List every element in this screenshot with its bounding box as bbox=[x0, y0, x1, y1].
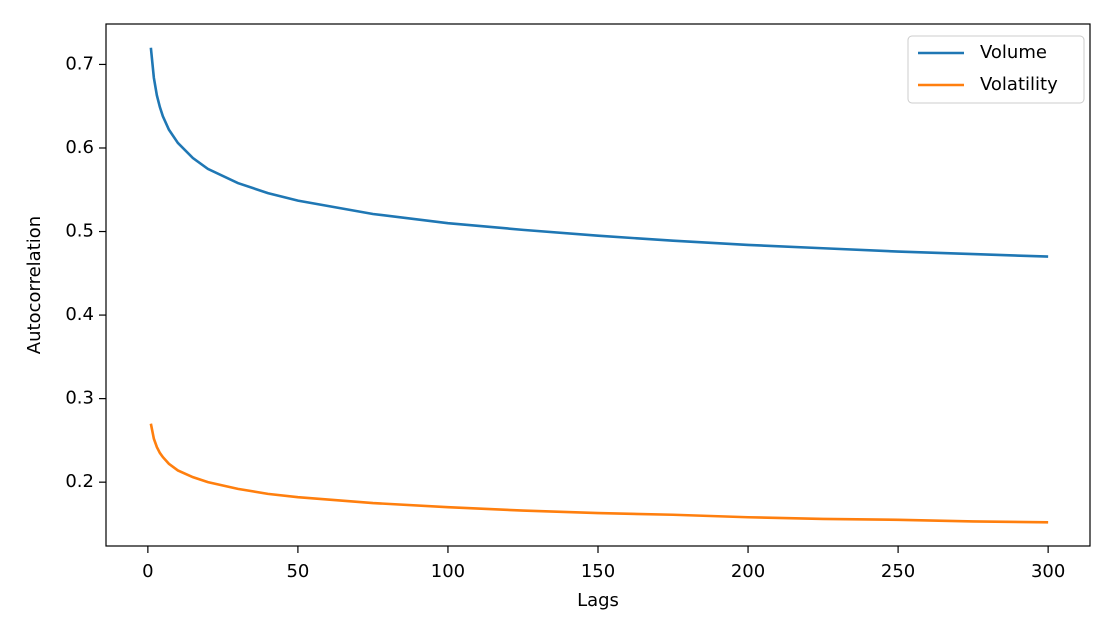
x-tick-label: 150 bbox=[581, 561, 615, 582]
x-tick-label: 50 bbox=[286, 561, 309, 582]
y-tick-label: 0.6 bbox=[65, 137, 94, 158]
y-axis-label: Autocorrelation bbox=[24, 216, 45, 354]
x-tick-label: 100 bbox=[431, 561, 465, 582]
y-tick-label: 0.4 bbox=[65, 304, 94, 325]
x-tick-label: 0 bbox=[142, 561, 153, 582]
y-tick-label: 0.3 bbox=[65, 388, 94, 409]
legend-label: Volatility bbox=[980, 74, 1058, 95]
line-series bbox=[149, 423, 1049, 524]
x-axis-label: Lags bbox=[577, 590, 619, 611]
y-tick-label: 0.2 bbox=[65, 471, 94, 492]
y-tick-label: 0.7 bbox=[65, 53, 94, 74]
line-series bbox=[149, 47, 1049, 258]
legend-label: Volume bbox=[980, 42, 1047, 63]
x-tick-label: 300 bbox=[1031, 561, 1065, 582]
x-tick-label: 200 bbox=[731, 561, 765, 582]
y-tick-label: 0.5 bbox=[65, 221, 94, 242]
x-tick-label: 250 bbox=[881, 561, 915, 582]
plot-frame bbox=[105, 23, 1091, 547]
